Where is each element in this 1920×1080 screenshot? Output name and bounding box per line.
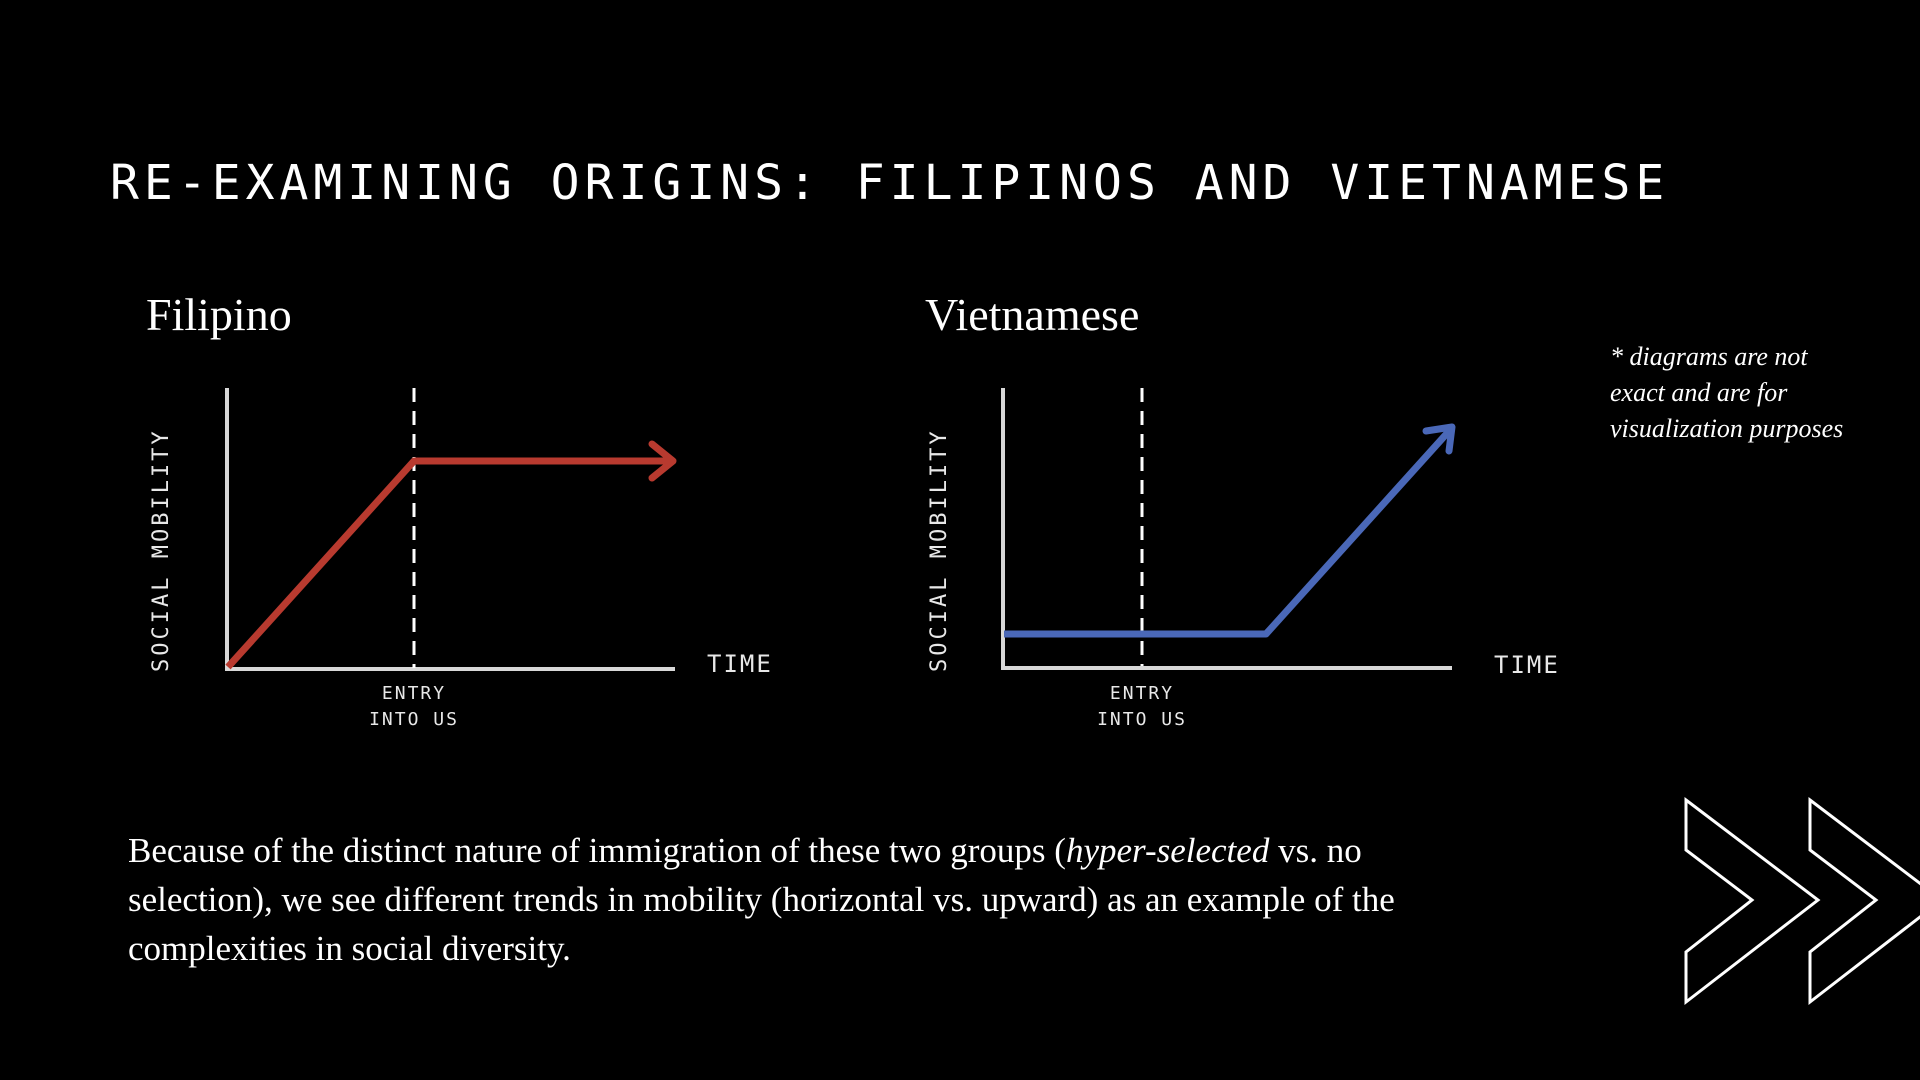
vietnamese-diagram: SOCIAL MOBILITY TIME ENTRY INTO US — [927, 388, 1560, 730]
vietnamese-diagram-title: Vietnamese — [925, 289, 1140, 340]
filipino-marker-label-line1: ENTRY — [382, 683, 446, 704]
summary-paragraph: Because of the distinct nature of immigr… — [128, 826, 1498, 973]
filipino-mobility-line — [225, 457, 670, 670]
vietnamese-marker-label-line2: INTO US — [1097, 709, 1187, 730]
chevron-1-icon — [1684, 796, 1821, 1006]
double-chevron-right-icon — [1684, 796, 1920, 1006]
summary-text-part1: Because of the distinct nature of immigr… — [128, 831, 1066, 870]
vietnamese-arrow-head — [1422, 423, 1456, 455]
summary-text-part2: vs. no selection), we see different tren… — [128, 831, 1395, 968]
vietnamese-mobility-line — [1004, 427, 1453, 638]
chevron-2-icon — [1808, 796, 1920, 1006]
diagram-disclaimer-note: * diagrams are not exact and are for vis… — [1610, 342, 1844, 443]
filipino-marker-label-line2: INTO US — [369, 709, 459, 730]
filipino-y-axis-label: SOCIAL MOBILITY — [149, 428, 174, 672]
summary-emphasis: hyper-selected — [1065, 831, 1270, 870]
vietnamese-marker-label-line1: ENTRY — [1110, 683, 1174, 704]
slide-title: RE-EXAMINING ORIGINS: FILIPINOS AND VIET… — [110, 155, 1670, 211]
filipino-diagram-title: Filipino — [146, 289, 292, 340]
filipino-diagram: SOCIAL MOBILITY TIME ENTRY INTO US — [149, 388, 773, 730]
filipino-arrow-head — [648, 440, 677, 482]
vietnamese-x-axis-label: TIME — [1494, 651, 1560, 679]
vietnamese-y-axis-label: SOCIAL MOBILITY — [927, 428, 952, 672]
filipino-x-axis-label: TIME — [707, 650, 773, 678]
